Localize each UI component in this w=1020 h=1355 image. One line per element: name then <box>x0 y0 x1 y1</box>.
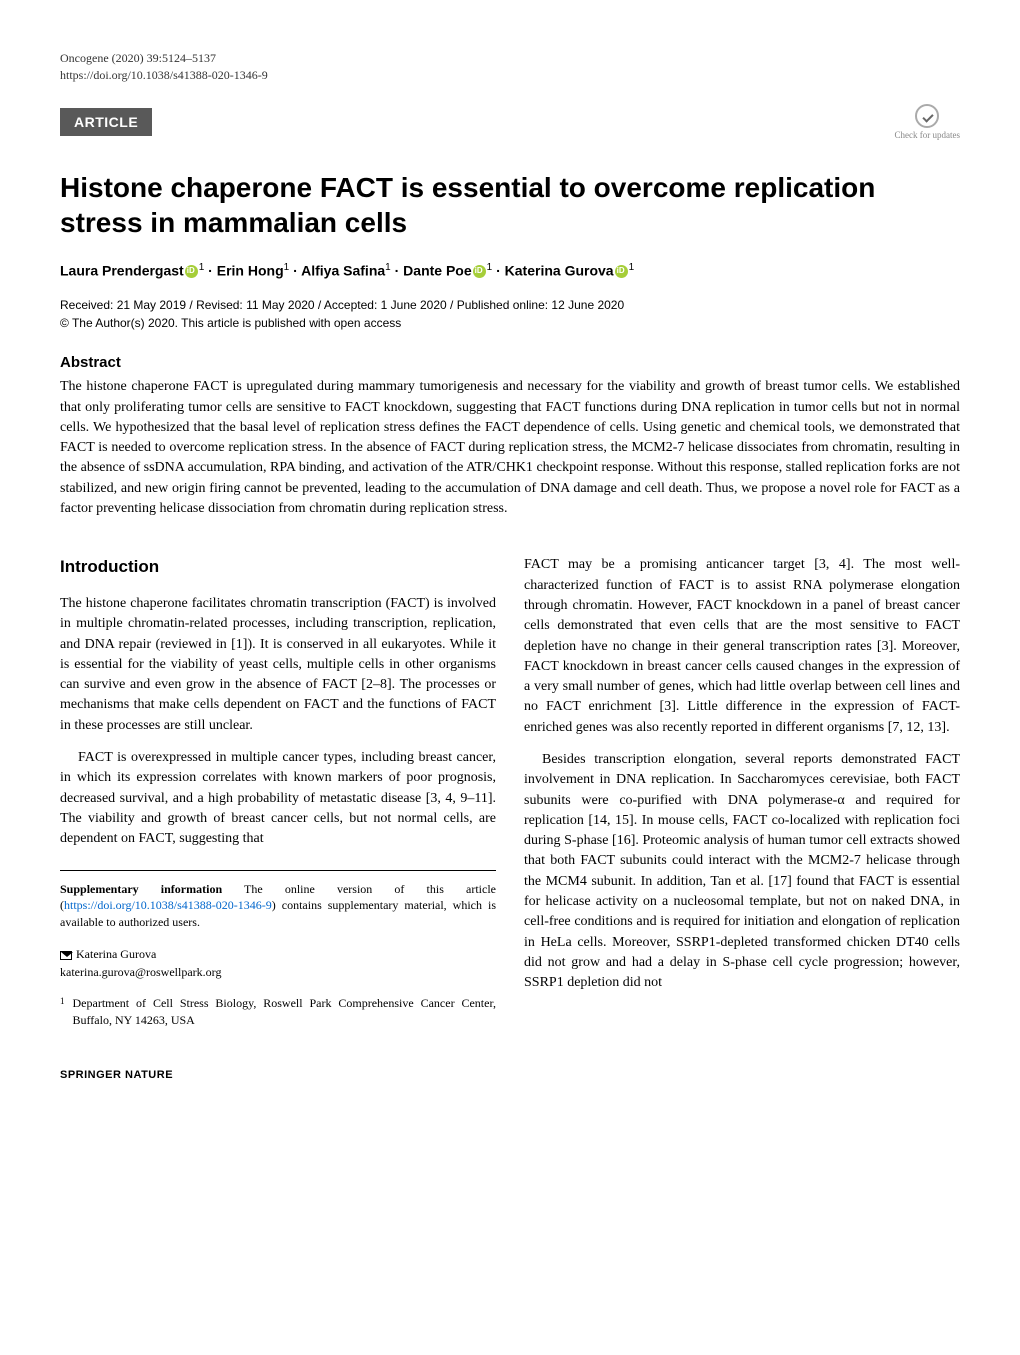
author-affil-sup: 1 <box>199 262 205 273</box>
introduction-heading: Introduction <box>60 555 496 580</box>
check-updates-label: Check for updates <box>895 130 960 140</box>
supplementary-info-box: Supplementary information The online ver… <box>60 870 496 931</box>
author-separator: · <box>293 262 301 278</box>
journal-citation: Oncogene (2020) 39:5124–5137 <box>60 50 960 67</box>
supp-info-label: Supplementary information <box>60 882 222 896</box>
orcid-icon[interactable] <box>473 265 486 278</box>
author-name: Dante Poe <box>403 262 471 278</box>
abstract-body: The histone chaperone FACT is upregulate… <box>60 377 960 519</box>
corr-author-name: Katerina Gurova <box>76 947 156 961</box>
left-column: Introduction The histone chaperone facil… <box>60 555 496 1028</box>
affiliation-text: Department of Cell Stress Biology, Roswe… <box>73 995 497 1029</box>
affiliation-number: 1 <box>60 995 65 1029</box>
orcid-icon[interactable] <box>615 265 628 278</box>
article-title: Histone chaperone FACT is essential to o… <box>60 170 960 240</box>
author-list: Laura Prendergast1 · Erin Hong1 · Alfiya… <box>60 262 960 279</box>
body-paragraph: The histone chaperone facilitates chroma… <box>60 594 496 736</box>
article-label-bar: ARTICLE Check for updates <box>60 104 960 140</box>
corresponding-author: Katerina Gurova katerina.gurova@roswellp… <box>60 945 496 981</box>
author-name: Alfiya Safina <box>301 262 385 278</box>
article-type-label: ARTICLE <box>60 108 152 136</box>
body-paragraph: FACT is overexpressed in multiple cancer… <box>60 748 496 849</box>
page-footer: SPRINGER NATURE <box>60 1069 960 1081</box>
author-affil-sup: 1 <box>385 262 391 273</box>
doi-link[interactable]: https://doi.org/10.1038/s41388-020-1346-… <box>60 67 960 84</box>
header-meta: Oncogene (2020) 39:5124–5137 https://doi… <box>60 50 960 84</box>
publisher-label: SPRINGER NATURE <box>60 1069 173 1081</box>
author-separator: · <box>208 262 217 278</box>
author-name: Erin Hong <box>217 262 284 278</box>
check-for-updates-badge[interactable]: Check for updates <box>895 104 960 140</box>
affiliation: 1 Department of Cell Stress Biology, Ros… <box>60 995 496 1029</box>
supp-info-link[interactable]: https://doi.org/10.1038/s41388-020-1346-… <box>64 898 272 912</box>
author-affil-sup: 1 <box>629 262 635 273</box>
author-name: Laura Prendergast <box>60 262 184 278</box>
two-column-body: Introduction The histone chaperone facil… <box>60 555 960 1028</box>
body-paragraph: FACT may be a promising anticancer targe… <box>524 555 960 738</box>
body-paragraph: Besides transcription elongation, severa… <box>524 750 960 994</box>
corr-author-email[interactable]: katerina.gurova@roswellpark.org <box>60 965 221 979</box>
abstract-heading: Abstract <box>60 354 960 371</box>
author-separator: · <box>395 262 404 278</box>
author-separator: · <box>496 262 505 278</box>
author-name: Katerina Gurova <box>505 262 614 278</box>
author-affil-sup: 1 <box>284 262 290 273</box>
check-updates-icon <box>915 104 939 128</box>
orcid-icon[interactable] <box>185 265 198 278</box>
publication-dates: Received: 21 May 2019 / Revised: 11 May … <box>60 298 960 312</box>
right-column: FACT may be a promising anticancer targe… <box>524 555 960 1028</box>
author-affil-sup: 1 <box>487 262 493 273</box>
copyright-line: © The Author(s) 2020. This article is pu… <box>60 316 960 330</box>
envelope-icon <box>60 951 72 960</box>
